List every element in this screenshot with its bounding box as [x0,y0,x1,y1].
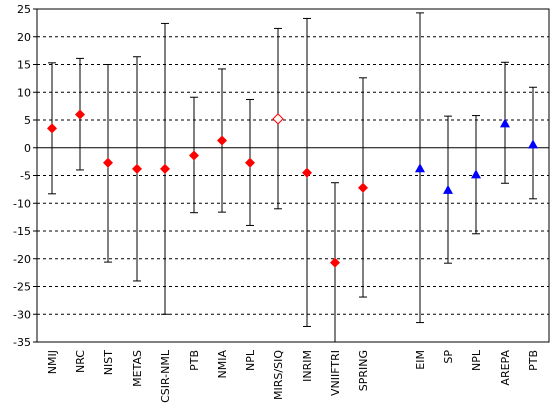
category-label: NRC [74,350,87,373]
y-tick-label: 25 [17,3,31,16]
category-label: NPL [244,349,257,371]
data-points [47,109,538,268]
data-point-triangle [471,169,481,179]
y-tick-label: -5 [20,170,31,183]
y-axis: 25 20 15 10 5 0 -5 -10 -15 -20 -25 -30 -35 [13,3,37,349]
category-label: NMIA [216,350,229,379]
category-label: SP [442,350,455,364]
data-point-diamond [245,157,255,168]
data-point-diamond [330,257,340,268]
y-tick-label: -30 [13,308,31,321]
data-point-diamond [160,163,170,174]
data-point-diamond [103,157,113,168]
data-point-triangle [528,139,538,149]
data-point-diamond [302,167,312,178]
category-label: NPL [470,349,483,371]
y-tick-label: 15 [17,59,31,72]
y-tick-label: -20 [13,253,31,266]
data-point-diamond [132,163,142,174]
category-label: VNIIFTRI [329,350,342,396]
category-label: AREPA [499,350,512,386]
category-label: NIST [102,350,115,375]
gridlines [37,36,549,315]
plot-frame [36,8,550,343]
data-point-triangle [415,163,425,173]
category-label: EIM [414,350,427,370]
category-label: METAS [131,350,144,387]
error-bars [48,12,537,343]
data-point-diamond [189,150,199,161]
category-label: CSIR-NML [159,349,172,403]
y-tick-label: -25 [13,281,31,294]
category-label: PTB [188,350,201,371]
y-tick-label: -10 [13,197,31,210]
data-point-diamond [358,182,368,193]
category-label: MIRS/SIQ [272,350,285,400]
data-point-diamond [217,135,227,146]
data-point-diamond [47,123,57,134]
data-point-triangle [500,118,510,128]
data-point-diamond [75,109,85,120]
y-tick-label: 0 [24,142,31,155]
category-label: SPRING [357,350,370,391]
category-label: PTB [527,350,540,371]
data-point-triangle [443,184,453,194]
y-tick-label: 20 [17,31,31,44]
category-label: NMIJ [46,350,59,374]
y-tick-label: 10 [17,86,31,99]
data-point-hollow-diamond [272,113,284,125]
y-tick-label: -35 [13,336,31,349]
y-tick-label: -15 [13,225,31,238]
x-axis-labels: NMIJ NRC NIST METAS CSIR-NML PTB NMIA NPL MIRS/S… [46,349,540,403]
category-label: INRIM [301,350,314,382]
y-tick-label: 5 [24,114,31,127]
